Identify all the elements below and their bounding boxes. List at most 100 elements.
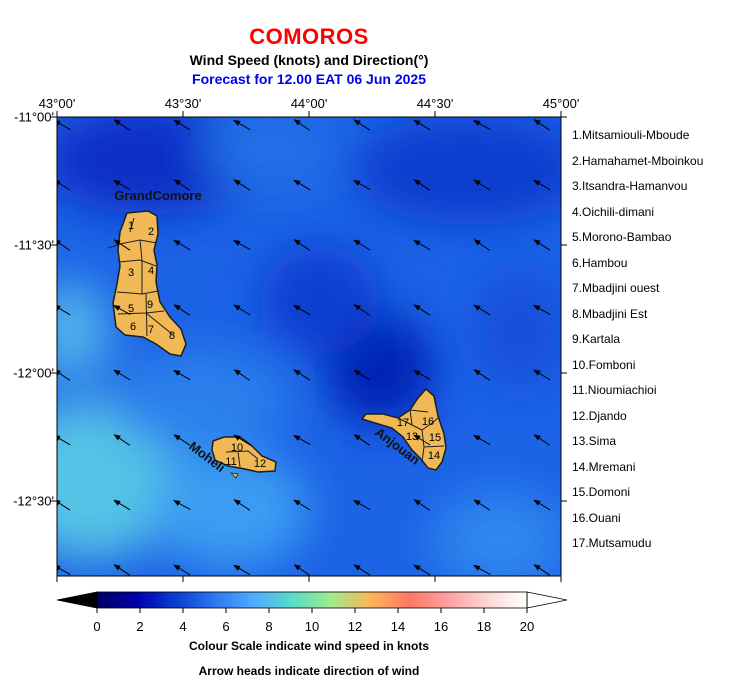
wind-arrow	[353, 369, 371, 381]
wind-arrow	[473, 304, 491, 316]
wind-arrow	[353, 434, 371, 446]
wind-arrow	[233, 564, 251, 576]
wind-arrow	[473, 499, 491, 511]
wind-arrow	[173, 119, 191, 131]
wind-arrow	[473, 239, 491, 251]
grand-comore-island	[107, 210, 187, 357]
wind-arrow	[353, 564, 371, 576]
wind-arrow	[413, 434, 431, 446]
lat-label: -11°30'	[14, 237, 54, 253]
wind-arrow	[293, 499, 311, 511]
wind-arrow	[173, 369, 191, 381]
wind-arrow	[473, 369, 491, 381]
district-number: 16	[422, 416, 434, 428]
wind-arrow	[57, 179, 71, 191]
wind-arrow	[233, 499, 251, 511]
district-number: 15	[429, 432, 441, 444]
wind-arrow	[293, 304, 311, 316]
lat-label: -11°00'	[14, 109, 54, 125]
colorbar-tick-label: 16	[433, 619, 449, 634]
wind-arrow	[413, 369, 431, 381]
wind-arrow	[233, 304, 251, 316]
legend-item: 9.Kartala	[572, 332, 621, 346]
wind-arrow	[533, 179, 551, 191]
page-title: COMOROS	[249, 24, 369, 49]
district-number: 6	[130, 321, 136, 333]
wind-arrow	[293, 179, 311, 191]
colorbar-tick-label: 6	[222, 619, 230, 634]
wind-arrow	[233, 434, 251, 446]
legend-item: 1.Mitsamiouli-Mboude	[572, 128, 690, 142]
district-number: 2	[148, 226, 154, 238]
page-subtitle: Wind Speed (knots) and Direction(°)	[189, 52, 429, 68]
colorbar-gradient	[97, 592, 527, 608]
wind-arrow	[113, 434, 131, 446]
wind-arrow	[533, 499, 551, 511]
wind-arrow	[473, 179, 491, 191]
lon-label: 44°30'	[416, 96, 454, 111]
wind-arrow	[173, 179, 191, 191]
wind-arrow	[57, 304, 71, 316]
arrow-caption: Arrow heads indicate direction of wind	[198, 664, 420, 678]
legend-item: 4.Oichili-dimani	[572, 204, 655, 219]
district-number: 13	[406, 431, 418, 443]
colorbar-tick-label: 0	[93, 619, 101, 634]
district-number: 11	[225, 456, 236, 468]
district-number: 10	[231, 442, 243, 454]
district-number: 12	[254, 458, 266, 470]
legend-item: 14.Mremani	[572, 459, 636, 474]
wind-arrow	[413, 179, 431, 191]
wind-arrow	[353, 119, 371, 131]
legend-item: 16.Ouani	[572, 510, 621, 525]
lon-label: 43°00'	[38, 96, 76, 111]
anjouan-island	[360, 387, 447, 471]
district-number: 7	[148, 324, 154, 336]
wind-arrow	[57, 239, 71, 251]
wind-arrow	[293, 239, 311, 251]
legend-item: 5.Morono-Bambao	[572, 230, 672, 244]
colorbar-tick-label: 20	[519, 619, 535, 634]
district-number: 14	[428, 450, 440, 462]
wind-arrow	[57, 120, 71, 131]
wind-arrow	[413, 239, 431, 251]
wind-arrows	[57, 119, 551, 576]
district-number: 17	[397, 417, 409, 429]
lon-label: 44°00'	[290, 96, 328, 111]
district-number: 5	[128, 303, 134, 315]
label-grand-comore: GrandComore	[114, 188, 201, 203]
wind-arrow	[233, 369, 251, 381]
wind-arrow	[113, 179, 131, 191]
colorbar-tick-label: 4	[179, 619, 187, 634]
wind-arrow	[353, 304, 371, 316]
wind-arrow	[533, 304, 551, 316]
wind-arrow	[113, 304, 131, 316]
district-number: 8	[169, 330, 175, 342]
wind-arrow	[173, 434, 191, 446]
wind-arrow	[57, 499, 71, 511]
legend-item: 15.Domoni	[572, 485, 631, 499]
colorbar-tick-label: 14	[390, 619, 406, 634]
wind-arrow	[353, 179, 371, 191]
wind-arrow	[533, 434, 551, 446]
colorbar-high-triangle	[526, 591, 568, 609]
wind-arrow	[233, 239, 251, 251]
lon-label: 43°30'	[164, 96, 202, 111]
colorbar-tick-label: 10	[304, 619, 320, 634]
colour-bar	[56, 591, 568, 613]
wind-arrow	[533, 119, 551, 131]
legend-item: 10.Fomboni	[572, 357, 636, 372]
legend-item: 17.Mutsamudu	[572, 536, 652, 550]
legend-item: 7.Mbadjini ouest	[572, 281, 660, 295]
tick-marks	[51, 111, 567, 582]
legend-item: 3.Itsandra-Hamanvou	[572, 179, 688, 193]
wind-arrow	[473, 564, 491, 576]
wind-arrow	[113, 564, 131, 576]
wind-arrow	[233, 119, 251, 131]
wind-arrow	[113, 119, 131, 131]
wind-arrow	[473, 119, 491, 131]
legend-item: 6.Hambou	[572, 255, 628, 270]
wind-arrow	[233, 179, 251, 191]
wind-arrow	[173, 239, 191, 251]
colorbar-tick-label: 12	[347, 619, 363, 634]
